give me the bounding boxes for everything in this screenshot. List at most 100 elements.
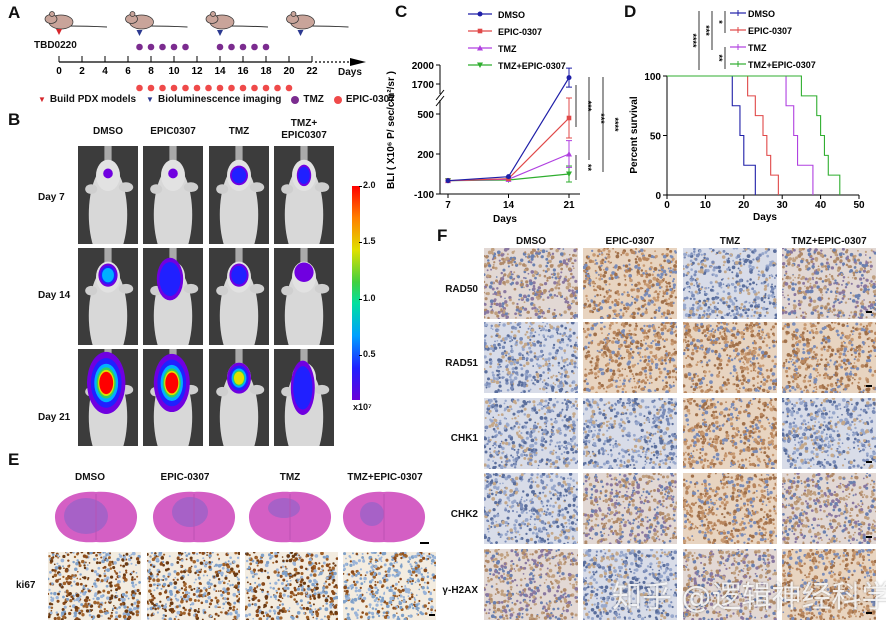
tumor-region [172,497,208,527]
brain-section-he [54,491,138,543]
brain-section-he [152,491,236,543]
column-header-2: TMZ [719,236,741,247]
legend-label: TMZ+EPIC-0307 [748,60,816,70]
row-label-ki67: ki67 [16,580,36,591]
data-point [566,171,572,177]
ihc-image-h2ax [484,549,578,620]
data-point [477,45,483,51]
panel-label-a: A [8,3,21,22]
signal-region [294,262,314,282]
column-header-0: DMSO [93,126,123,138]
tmz-dose-dot [182,43,189,51]
epic-dose-dot [251,84,258,92]
epic-dose-dot [205,84,212,92]
mouse-icon [286,11,349,30]
y-tick-label: -100 [414,190,434,201]
legend-tmz: TMZ [303,94,324,105]
signal-region [293,366,313,410]
tmz-dose-dot [159,43,166,51]
ihc-image-rad51 [782,322,876,393]
model-label: TBD0220 [34,40,77,51]
survival-curve-tmz [667,75,814,195]
mouse-icon [44,11,108,30]
timeline-tick-label: 4 [102,66,108,77]
y-tick-label: 2000 [412,61,435,72]
data-point [566,151,572,157]
column-header-line2: EPIC0307 [281,130,327,141]
bioluminescence-image [274,349,334,446]
significance-label: ** [583,164,593,172]
epic-dose-dot [228,84,235,92]
epic-dose-dot [147,84,155,92]
row-label-marker: γ-H2AX [442,585,478,596]
signal-region [165,372,179,394]
column-header-2: TMZ [229,126,250,138]
significance-label: **** [610,117,620,132]
scale-bar [866,385,872,387]
mouse-icon [125,11,188,30]
column-header-2: TMZ [279,472,301,483]
epic-dose-dot [274,84,281,92]
data-point [477,62,483,68]
timeline-tick-label: 12 [191,66,203,77]
axis-break [435,95,445,107]
colorbar-tick-label: 1.0 [363,292,376,303]
column-header-1: EPIC0307 [150,126,196,138]
scale-bar [866,612,872,614]
timeline-tick-label: 0 [56,66,62,77]
bioluminescence-image [78,349,138,446]
colorbar-tick-label: 1.5 [363,236,376,247]
treatment-timeline: 0 2 4 6 8 10 12 14 16 18 20 22 [44,11,366,92]
panel-label-b: B [8,110,21,129]
column-header-line1: TMZ+ [290,118,318,129]
epic-dose-dot [193,84,201,92]
tmz-dose-dot [239,43,247,51]
ki67-ihc-image [147,552,240,620]
tumor-region [268,498,300,518]
ihc-image-rad51 [583,322,677,393]
epic-dose-dot [216,84,224,92]
watermark: 知乎 @逻辑神经科学 [612,580,886,615]
significance-label: ** [714,54,724,62]
colorbar [352,186,360,400]
ki67-ihc-image [245,552,338,620]
y-tick-label: 500 [417,110,434,121]
tmz-dose-dot [216,43,224,51]
imaging-marker [297,30,304,36]
x-tick-label: 14 [503,200,515,211]
bioluminescence-image [209,248,269,345]
panel-label-f: F [437,226,448,245]
x-axis-label: Days [753,212,777,223]
column-header-0: DMSO [75,472,105,483]
ihc-image-rad50 [484,248,578,319]
timeline-tick-label: 22 [306,66,318,77]
legend-label: TMZ [748,43,767,53]
epic-dose-dot [285,84,293,92]
red-dot-icon [333,95,342,104]
ki67-ihc-image [343,552,436,620]
y-tick-label: 1700 [412,80,435,91]
imaging-marker [136,30,143,36]
x-tick-label: 7 [445,200,451,211]
timeline-tick-label: 8 [148,66,154,77]
brain-section-he [342,491,426,543]
column-header-0: DMSO [516,236,546,247]
signal-region [231,167,247,184]
data-point [445,178,451,184]
scale-bar [866,536,872,538]
colorbar-tick [359,354,362,356]
row-label-day: Day 7 [38,192,65,203]
ihc-image-chk1 [782,398,876,469]
y-axis-label: BLI ( X10⁶ P/ sec/cm²/sr ) [386,71,397,189]
scale-bar [866,311,872,313]
row-label-day: Day 21 [38,412,71,423]
mouse-icon [205,11,269,30]
ihc-image-rad50 [683,248,777,319]
series-line [447,77,570,182]
colorbar-unit: x10⁷ [353,402,372,412]
tumor-region [64,498,108,534]
x-tick-label: 0 [664,200,670,211]
column-header-1: EPIC-0307 [605,236,655,247]
epic-dose-dot [170,84,178,92]
row-label-marker: RAD51 [445,358,478,369]
